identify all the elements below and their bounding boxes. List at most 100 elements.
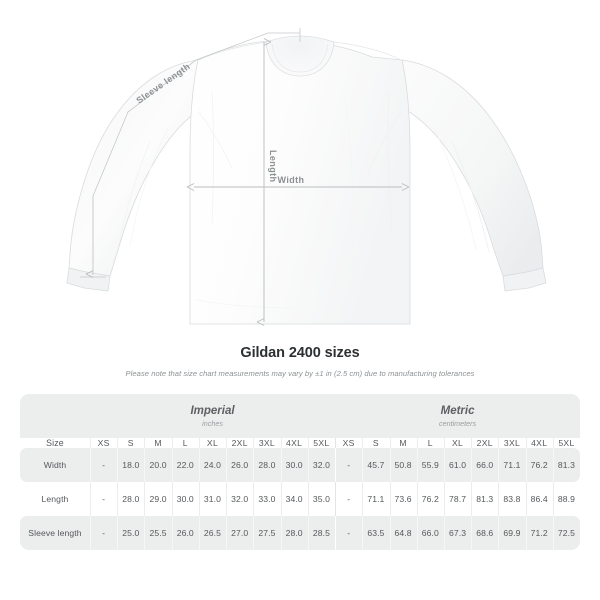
unit-spacer-cell <box>20 394 90 438</box>
collar-inner <box>271 43 329 73</box>
cell-metric-s: 63.5 <box>362 516 390 550</box>
cell-imperial-l: 30.0 <box>171 482 199 516</box>
unit-cell-metric: Metric centimeters <box>335 394 581 438</box>
unit-sub-imperial: inches <box>202 418 223 428</box>
cell-metric-3xl: 83.8 <box>498 482 526 516</box>
garment-illustration: Sleeve length Length Width <box>66 28 547 326</box>
unit-name-imperial: Imperial <box>190 404 235 417</box>
size-header-metric-3xl: 3XL <box>498 438 525 448</box>
table-body: Width -18.0 20.0 22.0 24.0 26.0 28.0 30.0 32.0-4… <box>20 448 581 550</box>
table-row: Width -18.0 20.0 22.0 24.0 26.0 28.0 30.0 32.0-4… <box>20 448 581 482</box>
length-label: Length <box>268 150 278 182</box>
cell-imperial-xs: - <box>90 448 118 482</box>
cell-imperial-xl: 31.0 <box>198 482 227 516</box>
tolerance-note: Please note that size chart measurements… <box>125 369 475 378</box>
size-header-metric-2xl: 2XL <box>471 438 498 448</box>
unit-banner-row: Imperial inches Metric centimeters <box>20 394 581 438</box>
cell-metric-xs: - <box>335 448 363 482</box>
cell-metric-2xl: 68.6 <box>471 516 499 550</box>
size-header-metric-4xl: 4XL <box>526 438 553 448</box>
cell-imperial-3xl: 33.0 <box>253 482 281 516</box>
size-chart-table: Imperial inches Metric centimeters Size … <box>20 394 581 550</box>
width-label: Width <box>278 175 305 185</box>
fold-right-sleeve-crease <box>451 141 490 253</box>
fold-right-sleeve-crease2 <box>433 127 477 251</box>
cell-metric-xl: 61.0 <box>443 448 472 482</box>
size-header-imperial-m: M <box>144 438 171 448</box>
cell-metric-4xl: 71.2 <box>525 516 553 550</box>
fold-left-sleeve-crease2 <box>129 127 169 247</box>
cell-imperial-xs: - <box>90 482 118 516</box>
row-label-width: Width <box>20 448 90 482</box>
cell-imperial-4xl: 28.0 <box>280 516 308 550</box>
cell-metric-4xl: 86.4 <box>525 482 553 516</box>
size-header-imperial-xs: XS <box>90 438 117 448</box>
page-title: Gildan 2400 sizes <box>240 345 360 361</box>
cell-imperial-xl: 26.5 <box>198 516 227 550</box>
cell-metric-l: 55.9 <box>416 448 444 482</box>
unit-sub-metric: centimeters <box>438 418 477 428</box>
size-header-imperial-s: S <box>117 438 144 448</box>
fold-right-chest <box>387 91 393 231</box>
chart-heading: Gildan 2400 sizes Please note that size … <box>0 344 600 379</box>
size-header-imperial-3xl: 3XL <box>253 438 280 448</box>
cell-imperial-xs: - <box>90 516 118 550</box>
size-header-imperial-2xl: 2XL <box>226 438 253 448</box>
table-row: Length -28.0 29.0 30.0 31.0 32.0 33.0 34.0 35.0-… <box>20 482 581 516</box>
cell-metric-5xl: 72.5 <box>552 516 581 550</box>
cell-metric-l: 76.2 <box>416 482 444 516</box>
cell-imperial-l: 26.0 <box>171 516 199 550</box>
cell-imperial-5xl: 32.0 <box>307 448 336 482</box>
size-header-imperial-4xl: 4XL <box>281 438 308 448</box>
cell-imperial-l: 22.0 <box>171 448 199 482</box>
cell-imperial-m: 29.0 <box>144 482 172 516</box>
size-header-imperial-l: L <box>172 438 199 448</box>
cell-metric-xl: 78.7 <box>443 482 472 516</box>
cell-imperial-xl: 24.0 <box>198 448 227 482</box>
fold-left-sleeve-crease <box>117 141 151 249</box>
size-header-row: Size XS S M L XL 2XL 3XL 4XL 5XL XS S M L XL 2XL 3XL 4XL… <box>20 438 580 448</box>
table-row: Sleeve length -25.0 25.5 26.0 26.5 27.0 27.5 28… <box>20 516 581 550</box>
fold-left-chest <box>211 91 214 225</box>
right-sleeve <box>401 59 544 277</box>
cell-imperial-s: 25.0 <box>117 516 145 550</box>
size-header-metric-m: M <box>390 438 417 448</box>
cell-metric-4xl: 76.2 <box>525 448 553 482</box>
size-header-imperial-5xl: 5XL <box>308 438 335 448</box>
cell-metric-l: 66.0 <box>416 516 444 550</box>
cell-imperial-s: 28.0 <box>117 482 145 516</box>
cell-imperial-2xl: 32.0 <box>226 482 254 516</box>
unit-cell-imperial: Imperial inches <box>90 394 336 438</box>
cell-metric-m: 64.8 <box>389 516 417 550</box>
table-head: Imperial inches Metric centimeters Size … <box>20 394 581 448</box>
fold-right-armpit <box>367 111 402 175</box>
cell-metric-m: 73.6 <box>389 482 417 516</box>
right-cuff <box>502 267 547 292</box>
row-label-length: Length <box>20 482 90 516</box>
right-shoulder-seam <box>333 41 402 61</box>
cell-metric-2xl: 66.0 <box>471 448 499 482</box>
row-label-sleeve-length: Sleeve length <box>20 516 90 550</box>
size-chart-table-wrapper: Imperial inches Metric centimeters Size … <box>20 394 581 550</box>
cell-imperial-5xl: 28.5 <box>307 516 336 550</box>
size-header-metric-xl: XL <box>444 438 471 448</box>
cell-metric-3xl: 71.1 <box>498 448 526 482</box>
unit-name-metric: Metric <box>440 404 475 417</box>
cell-metric-s: 71.1 <box>362 482 390 516</box>
cell-metric-3xl: 69.9 <box>498 516 526 550</box>
size-header-imperial-xl: XL <box>199 438 226 448</box>
cell-imperial-3xl: 28.0 <box>253 448 281 482</box>
cell-imperial-2xl: 26.0 <box>226 448 254 482</box>
size-header-metric-l: L <box>417 438 444 448</box>
size-header-metric-s: S <box>362 438 389 448</box>
size-header-label: Size <box>46 438 64 448</box>
cell-metric-5xl: 81.3 <box>552 448 581 482</box>
cell-imperial-4xl: 30.0 <box>280 448 308 482</box>
cell-metric-xs: - <box>335 482 363 516</box>
cell-imperial-m: 25.5 <box>144 516 172 550</box>
cell-metric-s: 45.7 <box>362 448 390 482</box>
garment-svg: Sleeve length Length Width <box>66 28 547 326</box>
fold-left-armpit <box>198 111 233 169</box>
cell-imperial-5xl: 35.0 <box>307 482 336 516</box>
left-sleeve <box>68 59 203 277</box>
